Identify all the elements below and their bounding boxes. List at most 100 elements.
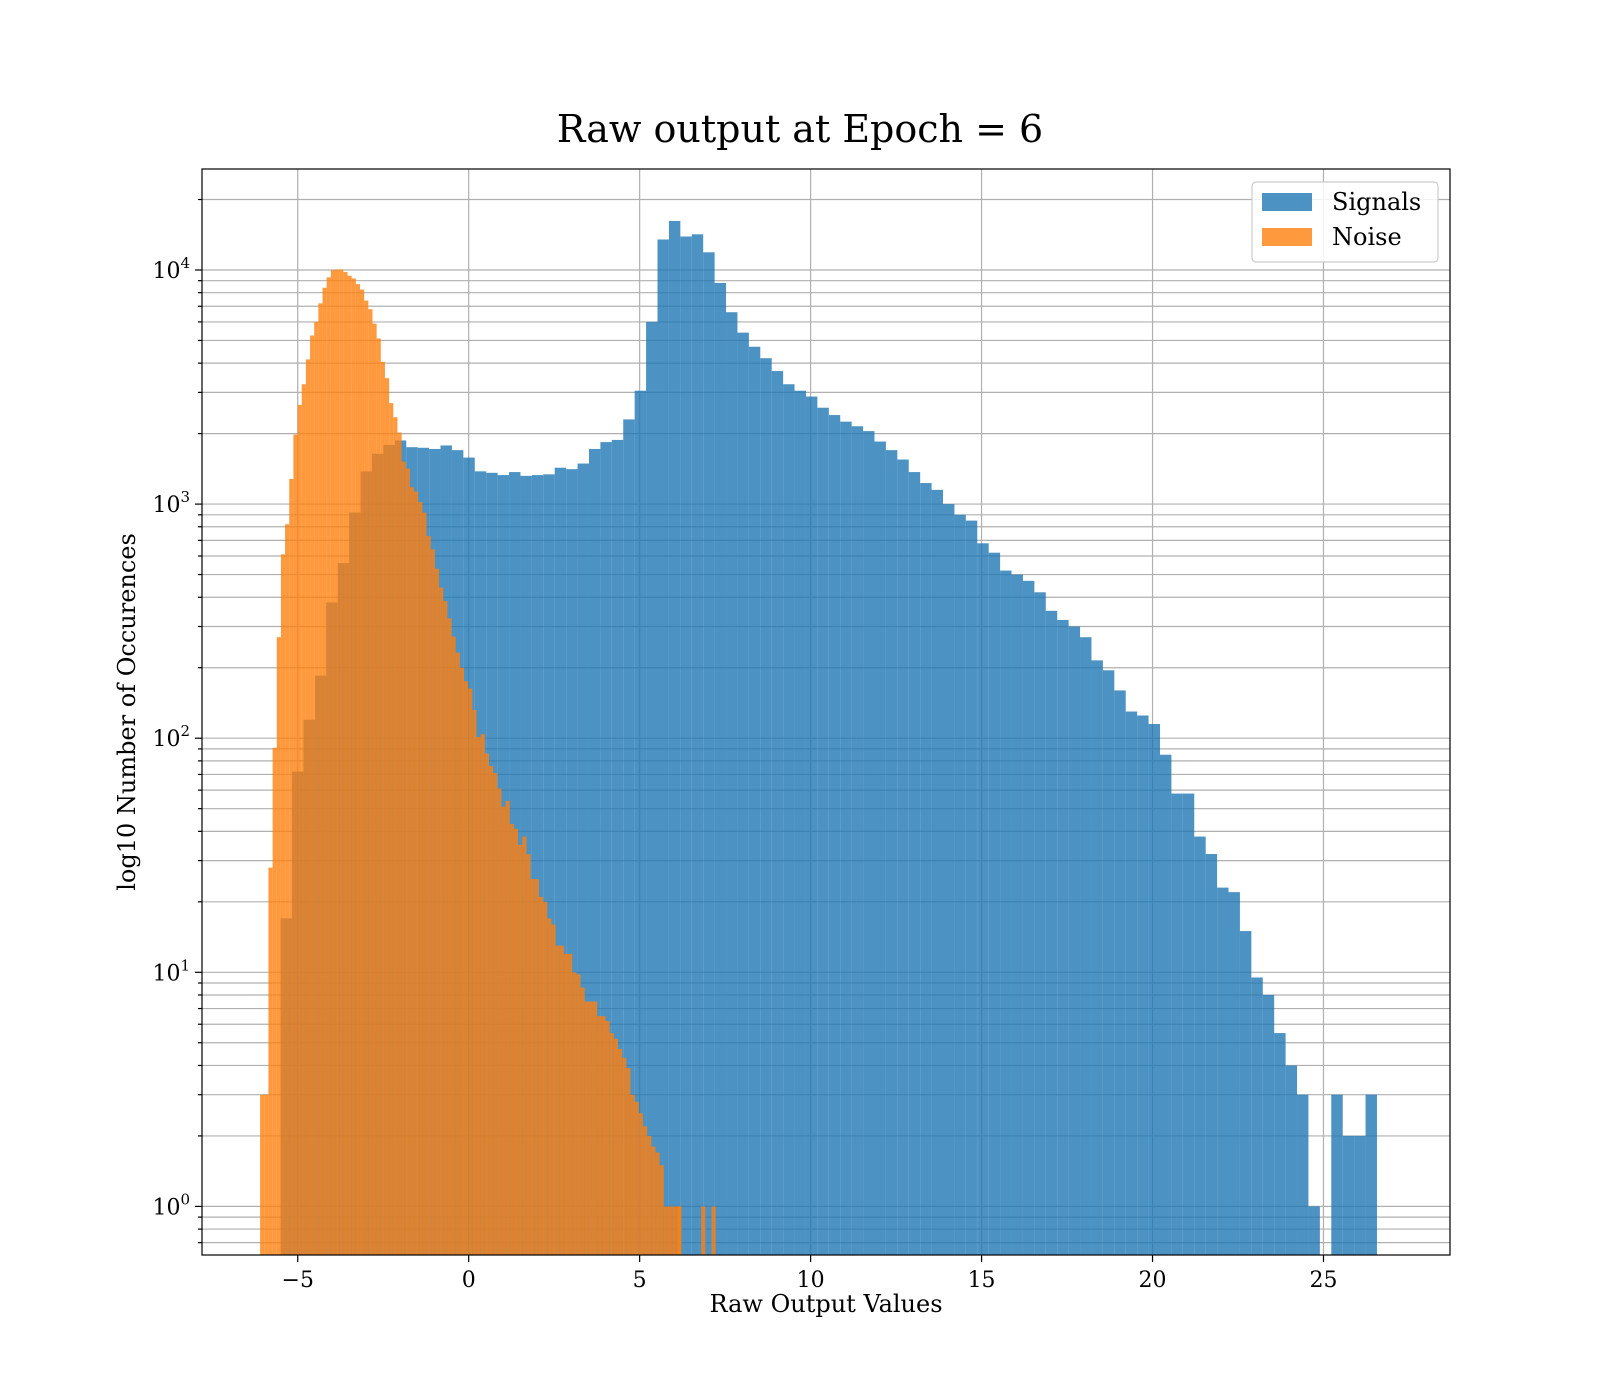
noise-bar: [588, 1001, 594, 1255]
signals-bar: [954, 514, 966, 1255]
noise-bar: [559, 945, 564, 1255]
legend-swatch-signals: [1262, 193, 1312, 211]
signals-bar: [1251, 977, 1263, 1255]
noise-bar: [642, 1126, 648, 1255]
signals-bar: [1239, 931, 1252, 1255]
signals-bar: [714, 282, 727, 1256]
signals-bar: [1000, 570, 1012, 1255]
signals-bar: [634, 390, 647, 1255]
noise-bar: [305, 359, 311, 1255]
signals-bar: [771, 371, 784, 1255]
noise-bar: [526, 854, 531, 1255]
y-tick-label: 103: [152, 488, 190, 518]
y-tick-label: 100: [152, 1190, 190, 1220]
signals-bar: [1205, 854, 1218, 1255]
signals-bar: [703, 252, 715, 1256]
legend-swatch-noise: [1262, 228, 1312, 246]
noise-bar: [343, 272, 348, 1255]
noise-bar: [397, 432, 402, 1256]
noise-bar: [464, 681, 469, 1255]
x-tick-label: 0: [462, 1268, 476, 1293]
signals-bar: [931, 489, 944, 1255]
signals-bar: [1148, 723, 1160, 1255]
axis-ticks: −5 0 5 10 15 20 25 100 101 102 103 104: [152, 198, 1337, 1293]
signals-bar: [943, 504, 955, 1255]
signals-bar: [1331, 1094, 1343, 1255]
x-tick-label: −5: [282, 1268, 314, 1293]
signals-bar: [577, 463, 589, 1256]
signals-bar: [1171, 793, 1183, 1255]
signals-bar: [600, 442, 612, 1255]
signals-bar: [1102, 670, 1115, 1255]
plot-frame: [201, 168, 1451, 1256]
noise-bar: [455, 652, 460, 1255]
signals-bar: [657, 239, 669, 1256]
signals-bar: [737, 332, 749, 1256]
signals-bar: [554, 467, 567, 1255]
signals-bar: [965, 520, 978, 1255]
noise-bar: [405, 468, 410, 1255]
signals-bar: [668, 220, 681, 1256]
noise-bar: [351, 278, 356, 1256]
noise-bar: [647, 1135, 652, 1255]
noise-bars: [260, 269, 716, 1256]
y-axis-label: log10 Number of Occurences: [113, 533, 141, 891]
noise-bar: [318, 303, 323, 1255]
noise-bar: [613, 1038, 618, 1255]
signals-bar: [920, 483, 932, 1255]
noise-bar: [547, 918, 552, 1255]
noise-bar: [672, 1206, 677, 1255]
noise-bar: [568, 953, 573, 1255]
noise-bar: [538, 896, 544, 1255]
signals-bar: [680, 236, 692, 1255]
signals-bar: [760, 358, 772, 1255]
noise-bar: [651, 1146, 656, 1255]
y-tick-label: 101: [152, 956, 190, 986]
signals-bar: [623, 419, 635, 1255]
signals-bar: [1194, 836, 1206, 1255]
signals-bar: [783, 384, 795, 1255]
noise-bar: [364, 300, 369, 1255]
signals-bar: [1045, 610, 1058, 1255]
noise-bar: [659, 1165, 664, 1255]
signals-bar: [897, 459, 909, 1256]
noise-bar: [326, 277, 331, 1255]
noise-bar: [605, 1020, 610, 1255]
signals-bar: [863, 431, 875, 1255]
legend-label-noise: Noise: [1332, 223, 1402, 251]
noise-bar: [488, 766, 494, 1255]
noise-bar: [518, 844, 523, 1255]
noise-bar: [667, 1206, 673, 1255]
noise-bar: [563, 953, 569, 1255]
noise-bar: [663, 1206, 668, 1255]
noise-bar: [530, 879, 535, 1255]
noise-bar: [272, 747, 277, 1255]
noise-bar: [347, 275, 352, 1255]
noise-bar: [372, 323, 377, 1255]
chart-title: Raw output at Epoch = 6: [557, 107, 1043, 151]
noise-bar: [280, 554, 286, 1255]
noise-bar: [368, 309, 373, 1255]
noise-bar: [472, 709, 477, 1255]
noise-bar: [597, 1016, 602, 1255]
signals-bar: [1228, 892, 1240, 1255]
x-tick-label: 20: [1139, 1268, 1167, 1293]
noise-bar: [593, 1001, 598, 1255]
noise-bar: [501, 806, 506, 1255]
noise-bar: [401, 461, 406, 1255]
noise-bar: [451, 636, 456, 1255]
x-tick-label: 5: [633, 1268, 647, 1293]
y-tick-label: 102: [152, 722, 190, 752]
signals-bar: [988, 552, 1001, 1255]
signals-bar: [1354, 1135, 1366, 1255]
noise-bar: [543, 901, 548, 1255]
noise-bar: [439, 587, 444, 1255]
noise-bar: [335, 269, 340, 1256]
noise-bar: [297, 405, 302, 1255]
legend: Signals Noise: [1251, 181, 1439, 263]
noise-bar: [509, 823, 514, 1255]
noise-bar: [322, 287, 327, 1255]
noise-bar: [476, 737, 481, 1255]
noise-bar: [355, 284, 360, 1255]
